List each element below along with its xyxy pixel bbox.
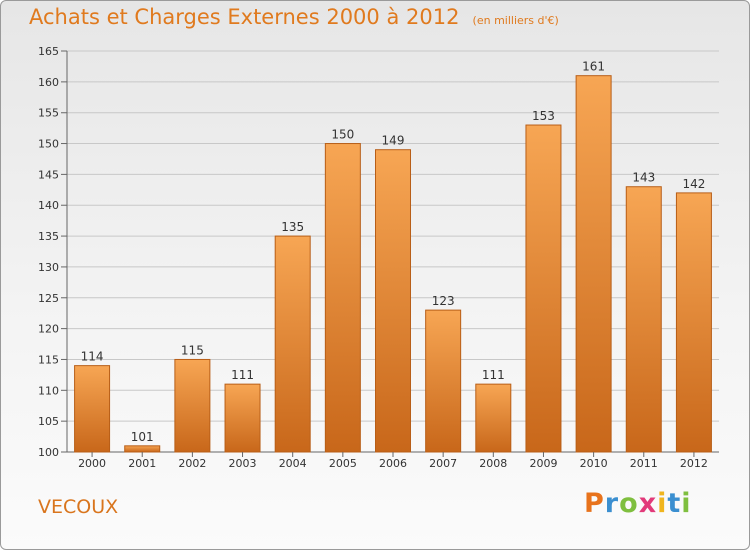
data-label: 143 — [632, 171, 655, 185]
y-tick-label: 135 — [38, 230, 59, 243]
x-tick-label: 2004 — [279, 457, 307, 470]
x-tick-label: 2006 — [379, 457, 407, 470]
bar — [675, 192, 712, 453]
chart-title: Achats et Charges Externes 2000 à 2012 — [29, 5, 460, 29]
logo-letter: x — [638, 488, 658, 519]
bar — [475, 383, 512, 453]
y-tick-label: 100 — [38, 446, 59, 459]
bar — [324, 143, 361, 453]
x-tick-label: 2007 — [429, 457, 457, 470]
y-tick-label: 110 — [38, 384, 59, 397]
x-tick-label: 2009 — [529, 457, 557, 470]
chart-subtitle: (en milliers d'€) — [472, 14, 559, 27]
data-label: 111 — [231, 368, 254, 382]
proxiti-logo: Proxiti — [584, 488, 692, 519]
x-tick-label: 2005 — [329, 457, 357, 470]
data-label: 153 — [532, 109, 555, 123]
y-tick-label: 165 — [38, 45, 59, 58]
logo-letter: i — [681, 488, 692, 519]
data-label: 111 — [482, 368, 505, 382]
bar — [625, 186, 662, 453]
data-label: 115 — [181, 343, 204, 357]
data-label: 135 — [281, 220, 304, 234]
bar — [124, 445, 161, 453]
logo-letter: t — [667, 488, 682, 519]
data-label: 161 — [582, 60, 605, 74]
logo-letter: P — [584, 488, 605, 519]
y-tick-label: 115 — [38, 353, 59, 366]
x-tick-label: 2003 — [229, 457, 257, 470]
y-tick-label: 150 — [38, 138, 59, 151]
bar — [74, 365, 111, 453]
y-tick-label: 140 — [38, 199, 59, 212]
logo-letter: o — [619, 488, 639, 519]
y-tick-label: 160 — [38, 76, 59, 89]
y-tick-label: 130 — [38, 261, 59, 274]
y-tick-label: 105 — [38, 415, 59, 428]
x-tick-label: 2008 — [479, 457, 507, 470]
logo-letter: i — [657, 488, 668, 519]
bar — [274, 235, 311, 453]
bar — [575, 75, 612, 453]
y-tick-label: 145 — [38, 168, 59, 181]
bar — [174, 358, 211, 453]
bar — [525, 124, 562, 453]
logo-letter: r — [604, 488, 620, 519]
data-label: 123 — [432, 294, 455, 308]
data-label: 101 — [131, 430, 154, 444]
bar — [375, 149, 411, 453]
bar — [425, 309, 462, 453]
data-label: 150 — [331, 128, 354, 142]
x-tick-label: 2012 — [680, 457, 708, 470]
commune-name: VECOUX — [38, 496, 119, 518]
y-tick-label: 125 — [38, 292, 59, 305]
x-tick-label: 2002 — [178, 457, 206, 470]
data-label: 142 — [682, 177, 705, 191]
x-tick-label: 2010 — [580, 457, 608, 470]
x-tick-label: 2011 — [630, 457, 658, 470]
bar — [224, 383, 261, 453]
y-tick-label: 155 — [38, 107, 59, 120]
y-tick-label: 120 — [38, 323, 59, 336]
data-label: 114 — [81, 350, 104, 364]
data-label: 149 — [382, 134, 405, 148]
x-tick-label: 2001 — [128, 457, 156, 470]
chart-title-row: Achats et Charges Externes 2000 à 2012 (… — [29, 5, 559, 29]
x-tick-label: 2000 — [78, 457, 106, 470]
